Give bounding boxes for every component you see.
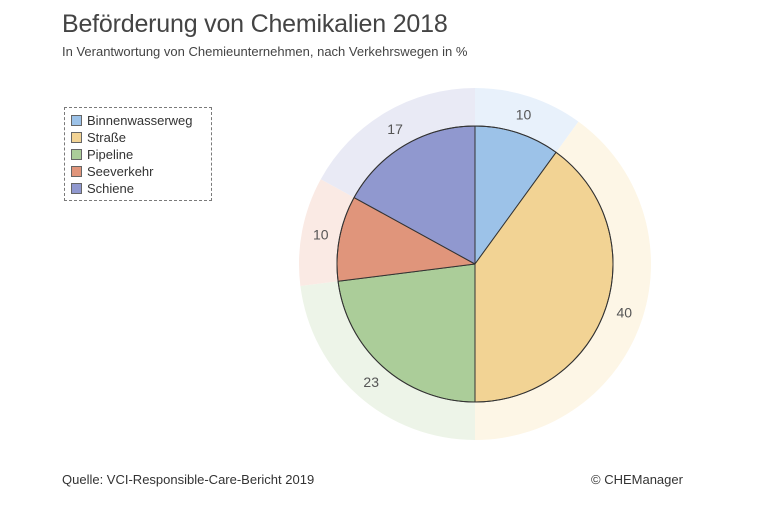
ring-pipeline <box>300 281 475 440</box>
legend-label: Straße <box>87 130 127 145</box>
data-label-schiene: 17 <box>387 121 403 137</box>
legend-label: Pipeline <box>87 147 134 162</box>
ring-schiene <box>320 88 475 198</box>
ring-binnenwasserweg <box>475 88 579 153</box>
legend-item-strasse: Straße <box>71 129 211 146</box>
legend-label: Seeverkehr <box>87 164 154 179</box>
legend: Binnenwasserweg Straße Pipeline Seeverke… <box>64 107 212 201</box>
legend-item-pipeline: Pipeline <box>71 146 211 163</box>
legend-swatch <box>71 132 82 143</box>
chart-subtitle: In Verantwortung von Chemieunternehmen, … <box>62 44 468 59</box>
data-label-strasse: 40 <box>617 305 633 321</box>
ring-seeverkehr <box>298 179 355 287</box>
legend-swatch <box>71 183 82 194</box>
data-label-seeverkehr: 10 <box>313 227 329 243</box>
legend-label: Schiene <box>87 181 134 196</box>
data-label-binnenwasserweg: 10 <box>516 107 532 123</box>
data-label-pipeline: 23 <box>363 374 379 390</box>
legend-swatch <box>71 115 82 126</box>
ring-strasse <box>475 121 651 440</box>
copyright-note: © CHEManager <box>591 472 683 487</box>
legend-item-binnenwasserweg: Binnenwasserweg <box>71 112 211 129</box>
legend-label: Binnenwasserweg <box>87 113 193 128</box>
pie-outline <box>336 125 614 403</box>
legend-swatch <box>71 149 82 160</box>
chart-title: Beförderung von Chemikalien 2018 <box>62 10 448 38</box>
legend-item-seeverkehr: Seeverkehr <box>71 163 211 180</box>
source-note: Quelle: VCI-Responsible-Care-Bericht 201… <box>62 472 315 487</box>
legend-item-schiene: Schiene <box>71 180 211 197</box>
legend-swatch <box>71 166 82 177</box>
